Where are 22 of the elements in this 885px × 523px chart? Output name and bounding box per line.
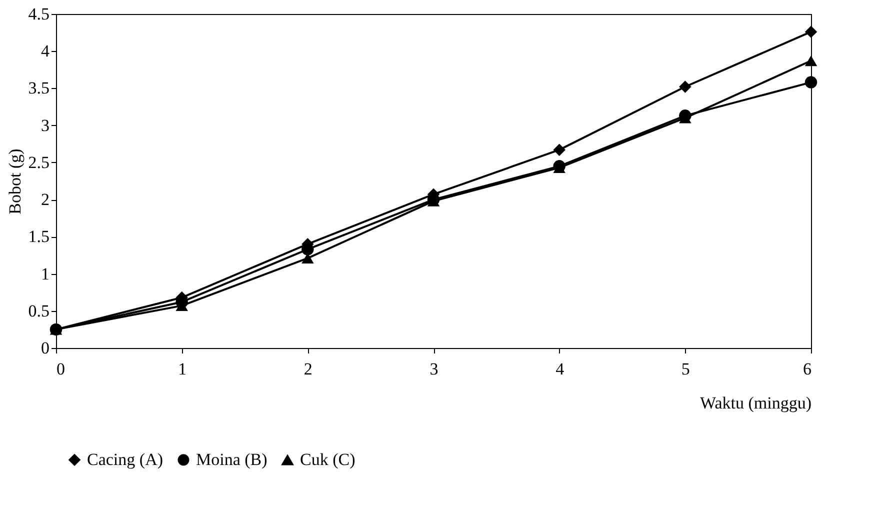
y-tick-label: 1.5 [28, 227, 50, 246]
x-tick-label: 3 [430, 360, 438, 378]
y-tick-label: 3 [41, 116, 50, 135]
y-tick-label: 4 [41, 42, 50, 61]
x-tick-label: 2 [304, 360, 312, 378]
y-tick-label: 2.5 [28, 152, 50, 172]
y-axis-title: Bobot (g) [5, 148, 24, 214]
x-axis-title: Waktu (minggu) [700, 394, 812, 412]
legend-label: Cuk (C) [300, 450, 356, 470]
y-tick-label: 2 [41, 190, 50, 210]
y-tick-label: 0 [41, 338, 50, 358]
y-tick-label: 0.5 [28, 301, 50, 320]
y-tick-label: 1 [41, 264, 50, 284]
x-tick-label: 1 [178, 360, 187, 378]
legend-label: Moina (B) [196, 450, 268, 469]
x-tick-label: 6 [803, 360, 812, 378]
x-tick-label: 5 [681, 360, 690, 378]
x-tick-label: 4 [556, 360, 565, 378]
y-tick-label: 3.5 [28, 78, 50, 98]
y-tick-label: 4.5 [28, 4, 50, 24]
x-tick-label: 0 [56, 360, 65, 378]
legend-label: Cacing (A) [87, 450, 164, 469]
